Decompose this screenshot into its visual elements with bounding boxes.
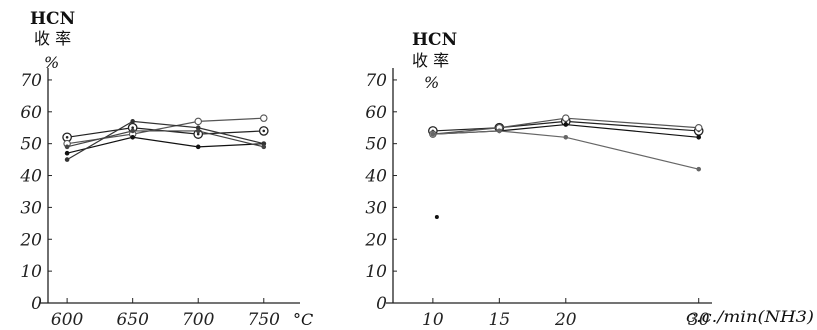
chart-right: HCN 收 率 % 0 10 20 30 40 50 60 70 10 15 20 30 c.c./… — [364, 30, 814, 330]
right-y-tick-label: 10 — [365, 262, 387, 282]
left-point-marker — [64, 144, 70, 150]
right-point-marker — [497, 128, 502, 134]
left-series-group — [62, 114, 269, 162]
chart-left: HCN 收 率 % 0 10 20 30 40 50 60 70 600 650 700 750 °… — [19, 9, 313, 330]
right-x-tick-label: 30 — [688, 310, 710, 330]
right-y-tick-label: 0 — [376, 294, 387, 314]
left-point-marker — [261, 141, 267, 146]
right-series-line-2 — [432, 117, 699, 135]
right-y-ticks: 0 10 20 30 40 50 60 70 — [364, 71, 397, 314]
left-point-marker-center — [65, 135, 69, 139]
left-point-marker — [260, 114, 268, 122]
left-point-marker-center — [131, 126, 134, 130]
left-y-unit: % — [44, 53, 59, 72]
left-x-tick-label: 700 — [182, 310, 215, 330]
left-series-line-4 — [66, 120, 264, 161]
right-y-tick-label: 60 — [365, 103, 387, 123]
left-x-unit: °C — [293, 310, 313, 329]
right-x-tick-label: 10 — [422, 310, 444, 330]
left-x-tick-label: 750 — [248, 310, 281, 330]
left-y-tick-label: 10 — [20, 262, 42, 282]
left-y-ticks: 0 10 20 30 40 50 60 70 — [19, 71, 52, 314]
right-x-unit: c.c./min(NH3) — [686, 307, 814, 326]
right-point-marker — [562, 114, 570, 122]
right-series-line-1 — [432, 120, 699, 132]
left-point-marker — [64, 157, 70, 162]
left-y-tick-label: 50 — [20, 135, 42, 155]
left-y-tick-label: 30 — [20, 198, 42, 218]
left-point-marker — [130, 128, 135, 134]
left-point-marker-center — [196, 132, 200, 136]
left-series-line-3 — [66, 136, 264, 154]
right-point-marker — [430, 131, 436, 137]
right-x-tick-label: 20 — [554, 310, 577, 330]
left-y-tick-label: 20 — [19, 230, 42, 250]
left-point-marker — [195, 128, 201, 134]
right-chart-title: HCN — [412, 30, 457, 50]
right-series-group — [428, 114, 704, 219]
left-chart-subtitle: 收 率 — [34, 29, 71, 48]
left-x-tick-label: 650 — [116, 310, 149, 330]
left-point-marker — [130, 119, 135, 124]
left-point-marker — [195, 125, 201, 131]
left-point-marker — [194, 117, 202, 126]
right-x-ticks: 10 15 20 30 — [422, 298, 710, 330]
left-y-tick-label: 60 — [20, 103, 42, 123]
right-point-marker — [563, 134, 569, 140]
left-x-ticks: 600 650 700 750 — [51, 298, 280, 330]
left-series-line-5 — [66, 130, 264, 148]
right-y-tick-label: 70 — [365, 71, 387, 91]
left-y-tick-label: 0 — [31, 294, 42, 314]
right-point-marker — [563, 122, 569, 127]
right-x-tick-label: 15 — [489, 310, 511, 330]
left-series-line-1 — [67, 127, 264, 138]
left-x-tick-label: 600 — [51, 310, 84, 330]
left-y-tick-label: 70 — [20, 71, 42, 91]
right-chart-subtitle: 收 率 — [412, 51, 449, 70]
left-point-marker — [130, 134, 135, 140]
left-y-tick-label: 40 — [19, 167, 42, 187]
left-point-marker — [195, 144, 201, 150]
right-series-line-4 — [432, 130, 699, 170]
left-point-marker — [261, 144, 267, 150]
right-point-marker — [694, 123, 703, 132]
left-point-marker-center — [262, 129, 266, 133]
right-y-tick-label: 40 — [364, 167, 387, 187]
right-y-tick-label: 50 — [365, 135, 387, 155]
right-point-marker — [696, 166, 702, 172]
left-point-marker — [64, 150, 70, 156]
right-point-marker — [696, 134, 702, 140]
right-y-unit: % — [424, 73, 439, 92]
right-outlier-point — [434, 214, 439, 219]
right-y-tick-label: 20 — [364, 230, 387, 250]
left-chart-title: HCN — [30, 9, 75, 29]
right-y-tick-label: 30 — [365, 198, 387, 218]
